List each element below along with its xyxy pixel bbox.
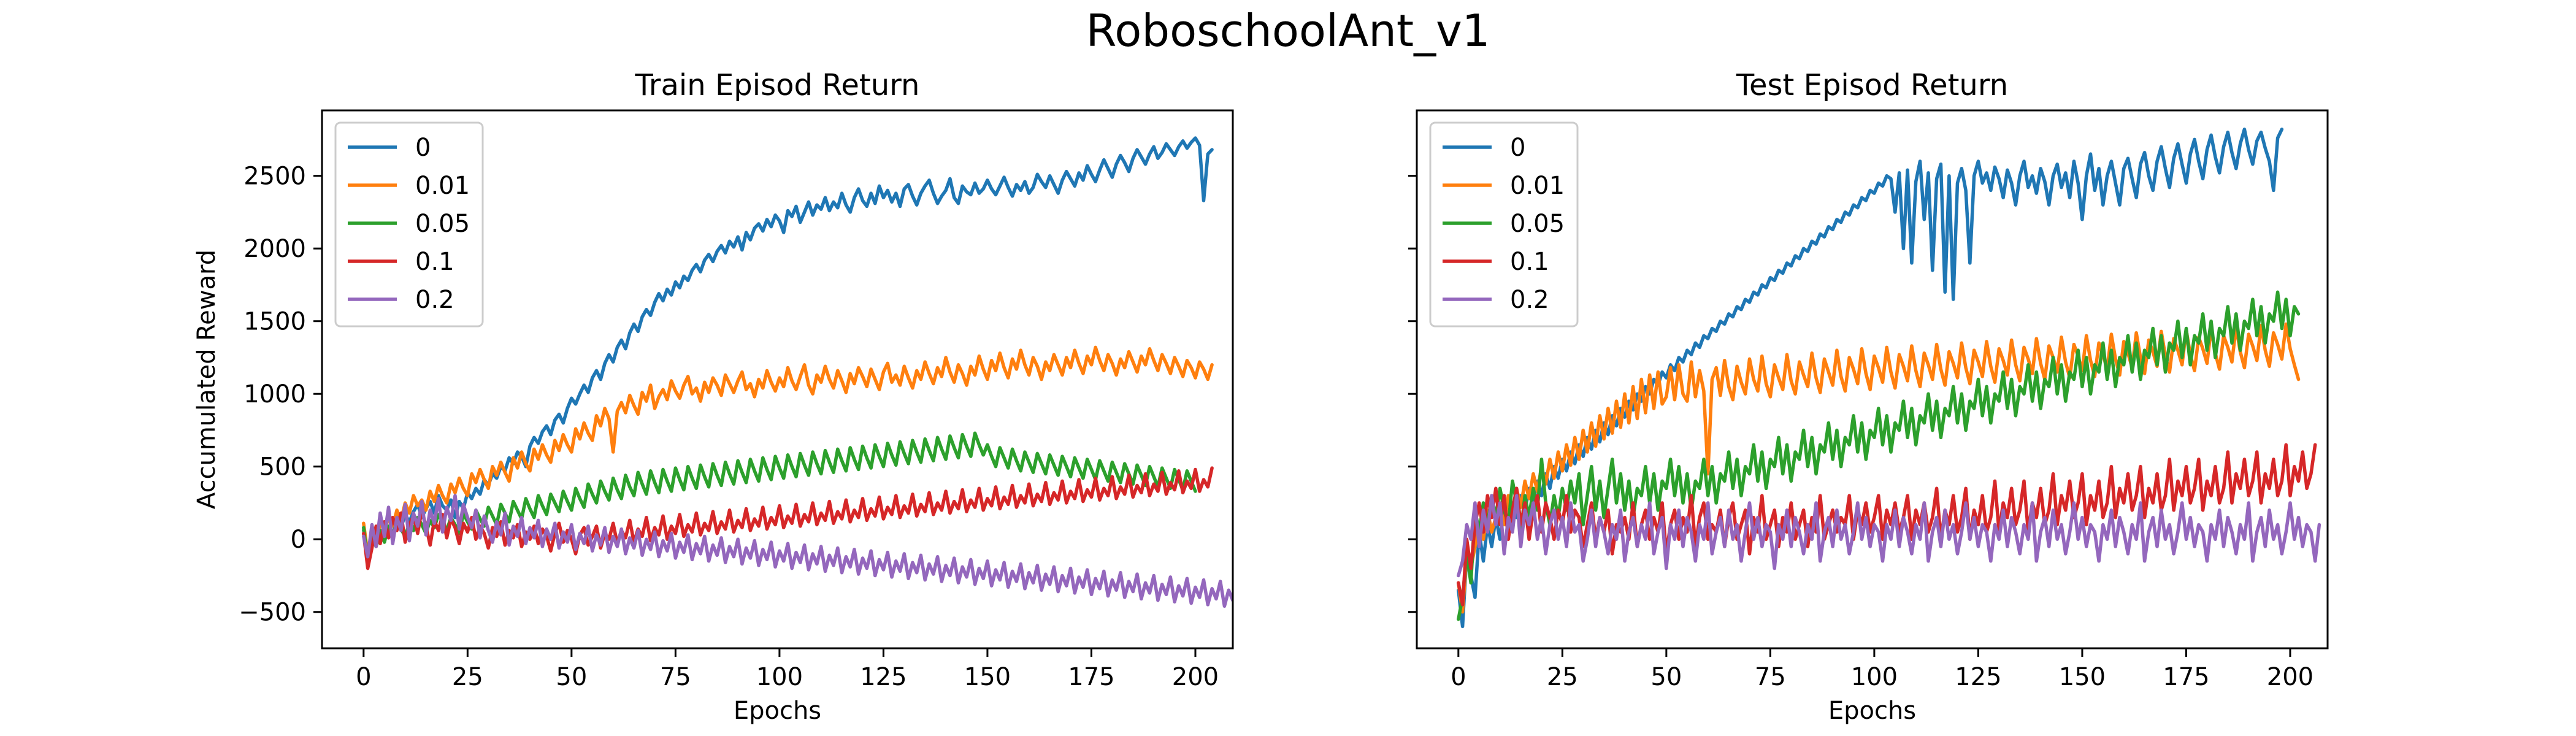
train-x-tick-label: 150 [964,663,1011,691]
test-x-tick-label: 175 [2163,663,2209,691]
test-series-line-1 [1457,322,2301,614]
test-legend-label: 0.2 [1510,286,1549,314]
test-x-tick-label: 200 [2267,663,2313,691]
train-series-line-0 [362,136,1214,553]
train-y-tick-label: 2000 [243,235,306,263]
test-series-line-4 [1457,494,2321,578]
figure-title: RoboschoolAnt_v1 [1086,5,1490,56]
test-plot-frame [1416,109,2329,650]
test-x-tick-label: 0 [1451,663,1466,691]
train-x-tick-label: 100 [756,663,803,691]
test-legend-box [1429,121,1579,328]
train-y-tick-label: 0 [291,526,306,554]
test-legend: 0 0.01 0.05 0.1 0.2 [1429,121,1579,328]
train-x-tick-label: 75 [660,663,691,691]
test-x-tick-label: 75 [1755,663,1786,691]
test-legend-label: 0.01 [1510,172,1565,200]
test-chart-panel: Test Episod Return 0 25 50 75 100 125 150 175 200… [1408,68,2329,725]
train-series-line-2 [362,431,1197,563]
train-chart-title: Train Episod Return [635,68,920,102]
train-x-tick-label: 50 [556,663,587,691]
test-x-tick-label: 125 [1955,663,2001,691]
test-chart-title: Test Episod Return [1736,68,2008,102]
train-chart-panel: Train Episod Return 0 25 50 75 100 125 150 175 20… [193,68,1234,725]
train-series-line-3 [362,466,1214,570]
train-x-tick-label: 0 [356,663,371,691]
train-legend: 0 0.01 0.05 0.1 0.2 [334,121,484,328]
train-series-group [362,136,1233,608]
train-legend-box [334,121,484,328]
train-x-tick-label: 200 [1172,663,1219,691]
test-series-line-0 [1457,128,2284,629]
train-y-axis-label: Accumulated Reward [193,250,221,509]
train-y-tick-label: −500 [239,599,306,627]
train-legend-label: 0.01 [415,172,470,200]
train-y-tick-label: 2500 [243,163,306,191]
train-x-tick-label: 175 [1068,663,1114,691]
test-x-axis-label: Epochs [1828,697,1916,725]
train-legend-label: 0.2 [415,286,454,314]
train-legend-label: 0.1 [415,248,454,276]
train-legend-label: 0 [415,134,431,162]
test-x-tick-label: 25 [1547,663,1578,691]
train-plot-frame [321,109,1234,650]
test-x-tick-label: 50 [1650,663,1682,691]
train-y-tick-label: 1500 [243,308,306,336]
test-legend-label: 0.1 [1510,248,1549,276]
train-series-line-1 [362,345,1214,556]
test-x-tick-label: 150 [2059,663,2106,691]
train-y-tick-label: 1000 [243,380,306,408]
test-series-group [1457,128,2321,629]
train-x-tick-label: 125 [860,663,907,691]
train-x-tick-label: 25 [452,663,483,691]
test-x-tick-label: 100 [1851,663,1898,691]
test-legend-label: 0 [1510,134,1525,162]
train-series-line-4 [362,494,1233,608]
train-x-axis-label: Epochs [734,697,821,725]
train-legend-label: 0.05 [415,210,470,238]
train-y-tick-label: 500 [259,453,306,481]
test-series-line-2 [1457,290,2301,621]
test-legend-label: 0.05 [1510,210,1565,238]
